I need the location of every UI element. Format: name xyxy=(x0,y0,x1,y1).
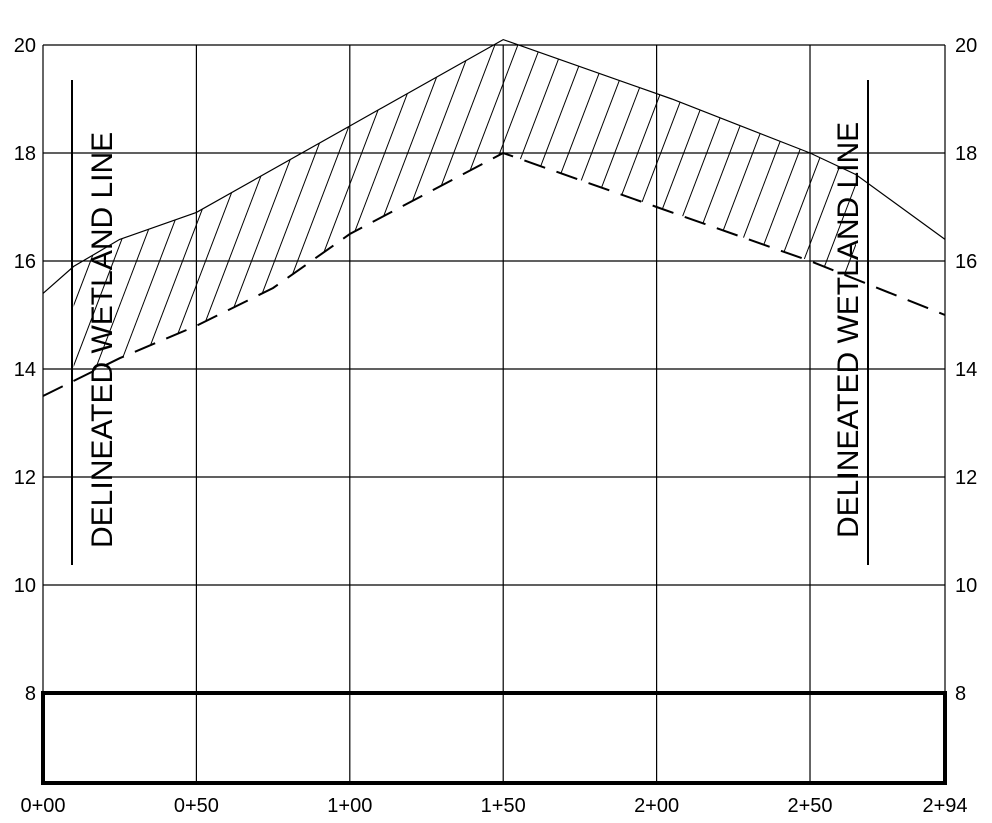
hatch-line xyxy=(397,39,559,381)
solid-profile-line xyxy=(42,38,946,294)
hatch-line xyxy=(190,39,352,381)
hatch-line xyxy=(650,39,812,381)
y-tick-label-left: 10 xyxy=(14,575,36,597)
y-tick-label-right: 18 xyxy=(955,143,977,165)
hatch-line xyxy=(259,39,421,381)
hatch-line xyxy=(121,39,283,381)
hatch-line xyxy=(973,0,992,420)
wetland-line-label-right: DELINEATED WETLAND LINE xyxy=(832,122,865,538)
x-tick-label: 0+00 xyxy=(20,795,65,817)
y-tick-label-right: 8 xyxy=(955,683,966,705)
hatch-line xyxy=(420,39,582,381)
y-tick-label-right: 20 xyxy=(955,35,977,57)
hatch-line xyxy=(73,39,214,381)
axis-labels: 0+00 0+50 1+00 1+50 2+00 2+50 2+94 8 8 10 10 12 12 14… xyxy=(14,35,978,817)
hatch-line xyxy=(374,39,536,381)
hatch-line xyxy=(351,39,513,381)
hatch-line xyxy=(0,0,52,420)
hatch-line xyxy=(581,39,743,381)
y-tick-label-left: 16 xyxy=(14,251,36,273)
hatch-line xyxy=(950,0,992,420)
hatch-line xyxy=(73,39,76,381)
hatch-line xyxy=(927,0,992,420)
hatch-line xyxy=(167,39,329,381)
grid xyxy=(42,44,946,783)
hatch-line xyxy=(236,39,398,381)
hatch-line xyxy=(512,39,674,381)
hatch-line xyxy=(328,39,490,381)
y-tick-label-left: 8 xyxy=(25,683,36,705)
profile-lines xyxy=(42,38,946,397)
hatch-line xyxy=(535,39,697,381)
hatch-line xyxy=(627,39,789,381)
x-tick-label: 2+50 xyxy=(787,795,832,817)
y-tick-label-right: 10 xyxy=(955,575,977,597)
y-tick-label-left: 20 xyxy=(14,35,36,57)
hatch-line xyxy=(858,0,992,420)
hatch-line xyxy=(466,39,628,381)
hatch-line xyxy=(144,39,306,381)
y-tick-label-right: 14 xyxy=(955,359,977,381)
hatch-line xyxy=(881,0,992,420)
y-tick-label-left: 12 xyxy=(14,467,36,489)
wetland-line-label-left: DELINEATED WETLAND LINE xyxy=(86,132,119,548)
hatch-line xyxy=(443,39,605,381)
y-tick-label-left: 18 xyxy=(14,143,36,165)
hatch-line xyxy=(305,39,467,381)
x-tick-label: 1+50 xyxy=(481,795,526,817)
dashed-profile-line xyxy=(42,151,946,397)
hatch-line xyxy=(904,0,992,420)
x-tick-label: 2+94 xyxy=(922,795,967,817)
y-tick-label-left: 14 xyxy=(14,359,36,381)
bottom-box xyxy=(41,691,947,785)
y-tick-label-right: 12 xyxy=(955,467,977,489)
y-tick-label-right: 16 xyxy=(955,251,977,273)
hatch-line xyxy=(742,39,856,381)
x-tick-label: 2+00 xyxy=(634,795,679,817)
x-tick-label: 1+00 xyxy=(327,795,372,817)
hatch-line xyxy=(282,39,444,381)
hatch-line xyxy=(73,39,99,381)
hatch-line xyxy=(604,39,766,381)
hatch-line xyxy=(558,39,720,381)
hatch-line xyxy=(0,0,6,420)
x-tick-label: 0+50 xyxy=(174,795,219,817)
hatch-line xyxy=(0,0,29,420)
